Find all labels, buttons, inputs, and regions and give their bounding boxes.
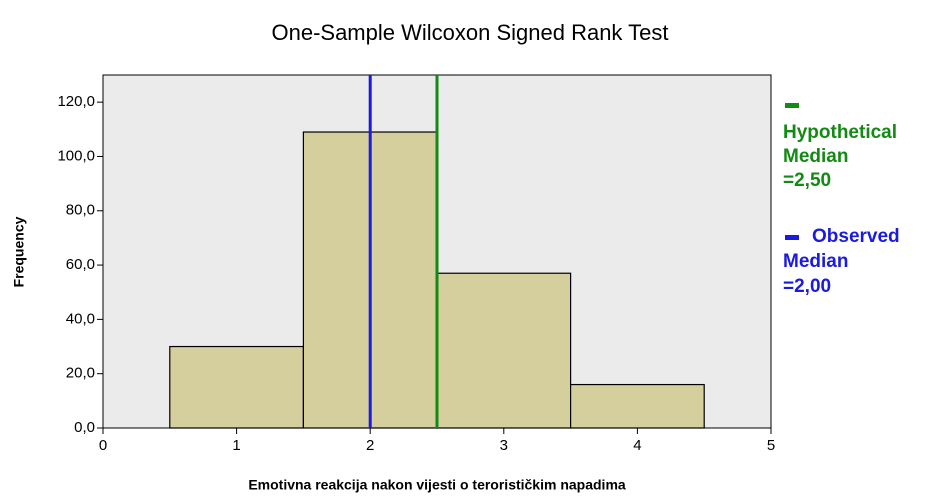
bar [436, 272, 572, 429]
bar [569, 383, 705, 429]
x-tick-label: 4 [633, 437, 641, 454]
x-tick-label: 5 [767, 437, 775, 454]
legend-label: =2,00 [783, 276, 831, 297]
x-tick-label: 1 [232, 437, 240, 454]
x-tick-label: 2 [366, 437, 374, 454]
y-tick-label: 80,0 [66, 202, 95, 219]
legend-marker [785, 235, 799, 240]
y-tick-label: 100,0 [57, 147, 95, 164]
x-axis-label: Emotivna reakcija nakon vijesti o terori… [248, 477, 626, 493]
x-tick-label: 0 [99, 437, 107, 454]
bar [169, 345, 305, 429]
legend-label: Median [783, 146, 848, 167]
chart-title: One-Sample Wilcoxon Signed Rank Test [271, 20, 668, 45]
legend-label: =2,50 [783, 170, 831, 191]
legend-marker [785, 103, 799, 108]
y-tick-label: 120,0 [57, 93, 95, 110]
legend-label: Observed [812, 226, 900, 247]
y-tick-label: 40,0 [66, 310, 95, 327]
x-tick-label: 3 [500, 437, 508, 454]
y-tick-label: 0,0 [74, 419, 95, 436]
y-tick-label: 20,0 [66, 365, 95, 382]
y-tick-label: 60,0 [66, 256, 95, 273]
y-axis-label: Frequency [11, 216, 27, 287]
legend-label: Median [783, 251, 848, 272]
legend-label: Hypothetical [783, 122, 897, 143]
